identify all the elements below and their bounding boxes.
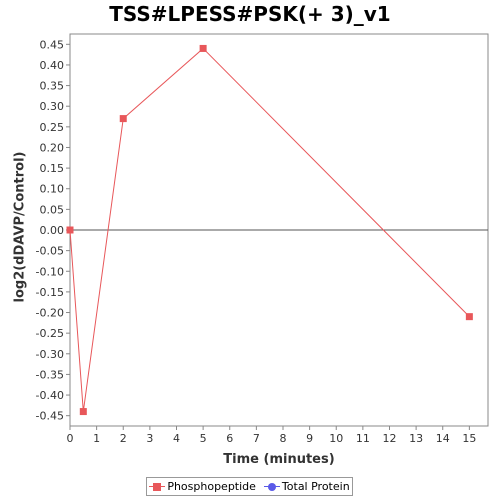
y-tick-label: 0.15: [40, 162, 65, 175]
y-tick-label: -0.35: [36, 368, 64, 381]
x-tick-label: 1: [93, 432, 100, 445]
data-point-phosphopeptide: [199, 44, 207, 52]
x-tick-label: 3: [146, 432, 153, 445]
y-tick-label: -0.30: [36, 348, 64, 361]
y-tick-label: -0.45: [36, 410, 64, 423]
x-tick-label: 12: [382, 432, 396, 445]
series-layer: [66, 44, 473, 416]
legend-label-phosphopeptide: Phosphopeptide: [167, 480, 256, 493]
y-tick-label: 0.00: [40, 224, 65, 237]
x-tick-label: 4: [173, 432, 180, 445]
y-tick-label: -0.40: [36, 389, 64, 402]
y-axis-label: log2(dDAVP/Control): [12, 151, 28, 303]
chart-title: TSS#LPESS#PSK(+ 3)_v1: [109, 2, 391, 26]
x-tick-label: 10: [329, 432, 343, 445]
y-tick-label: 0.25: [40, 121, 65, 134]
y-tick-label: 0.35: [40, 80, 65, 93]
y-tick-label: 0.10: [40, 183, 65, 196]
y-tick-label: 0.40: [40, 59, 65, 72]
y-tick-label: -0.15: [36, 286, 64, 299]
y-tick-label: -0.25: [36, 327, 64, 340]
legend-label-total-protein: Total Protein: [281, 480, 350, 493]
y-tick-label: -0.10: [36, 265, 64, 278]
legend: Phosphopeptide Total Protein: [146, 477, 353, 496]
x-tick-label: 15: [462, 432, 476, 445]
y-tick-label: -0.20: [36, 307, 64, 320]
x-tick-label: 13: [409, 432, 423, 445]
x-tick-label: 6: [226, 432, 233, 445]
x-tick-label: 5: [200, 432, 207, 445]
x-axis-label: Time (minutes): [223, 452, 335, 467]
x-tick-label: 14: [436, 432, 450, 445]
x-axis: 0 1 2 3 4 5 6 7 8 9 10 11 12 13 14 15: [67, 426, 476, 445]
legend-swatch-total-protein: [263, 482, 280, 491]
y-tick-label: 0.20: [40, 141, 65, 154]
data-point-phosphopeptide: [79, 408, 87, 416]
x-tick-label: 11: [356, 432, 370, 445]
x-tick-label: 8: [279, 432, 286, 445]
x-tick-label: 7: [253, 432, 260, 445]
data-point-phosphopeptide: [119, 115, 127, 123]
data-point-phosphopeptide: [465, 313, 473, 321]
y-tick-label: 0.45: [40, 38, 65, 51]
legend-item-phosphopeptide: Phosphopeptide: [149, 480, 256, 493]
x-tick-label: 9: [306, 432, 313, 445]
y-tick-label: 0.05: [40, 203, 65, 216]
legend-item-total-protein: Total Protein: [263, 480, 350, 493]
y-tick-label: 0.30: [40, 100, 65, 113]
legend-swatch-phosphopeptide: [149, 482, 166, 491]
x-tick-label: 0: [67, 432, 74, 445]
y-tick-label: -0.05: [36, 245, 64, 258]
x-tick-label: 2: [120, 432, 127, 445]
data-point-phosphopeptide: [66, 226, 74, 234]
y-axis: 0.45 0.40 0.35 0.30 0.25 0.20 0.15 0.10 0.05 0.00…: [36, 38, 70, 423]
